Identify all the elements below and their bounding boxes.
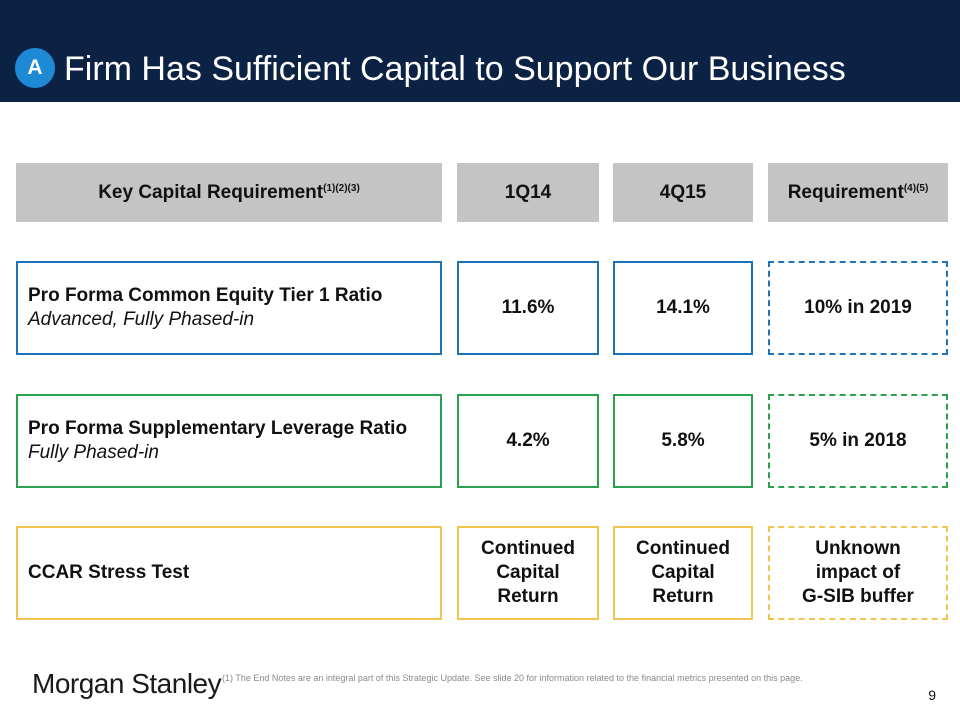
row-slr-target-value: 5% in 2018: [809, 430, 907, 451]
row-slr-1q14: 4.2%: [457, 394, 599, 488]
row-slr-4q15: 5.8%: [613, 394, 753, 488]
row-ccar-1q14: Continued Capital Return: [457, 526, 599, 620]
row-ccar-4q15: Continued Capital Return: [613, 526, 753, 620]
row-slr-name: Pro Forma Supplementary Leverage Ratio: [28, 418, 408, 439]
row-cet1-1q14: 11.6%: [457, 261, 599, 355]
row-cet1-4q15: 14.1%: [613, 261, 753, 355]
row-ccar-4q15-line: Continued: [636, 538, 730, 559]
column-header-4q15-label: 4Q15: [659, 181, 707, 203]
row-ccar-1q14-line: Return: [497, 586, 559, 607]
title-banner: A Firm Has Sufficient Capital to Support…: [0, 0, 960, 102]
column-header-1q14-label: 1Q14: [504, 181, 552, 203]
column-header-requirement-note: (1)(2)(3): [323, 183, 360, 194]
footnote: (1) The End Notes are an integral part o…: [222, 673, 803, 683]
row-slr-4q15-value: 5.8%: [661, 430, 705, 451]
row-cet1-name: Pro Forma Common Equity Tier 1 Ratio: [28, 285, 383, 306]
page-title: Firm Has Sufficient Capital to Support O…: [64, 50, 846, 88]
row-cet1-detail: Advanced, Fully Phased-in: [28, 309, 255, 330]
column-header-target-note: (4)(5): [903, 183, 929, 194]
row-ccar-target-line: Unknown: [815, 538, 901, 559]
row-cet1-target-value: 10% in 2019: [804, 297, 912, 318]
column-header-requirement-label: Key Capital Requirement: [98, 181, 324, 203]
row-ccar-4q15-line: Capital: [651, 562, 715, 583]
row-ccar-4q15-line: Return: [652, 586, 714, 607]
row-slr-label: Pro Forma Supplementary Leverage Ratio F…: [16, 394, 442, 488]
row-slr-target: 5% in 2018: [768, 394, 948, 488]
row-cet1-label: Pro Forma Common Equity Tier 1 Ratio Adv…: [16, 261, 442, 355]
row-ccar-1q14-line: Capital: [496, 562, 560, 583]
row-slr-1q14-value: 4.2%: [506, 430, 550, 451]
column-header-target-label: Requirement: [787, 181, 904, 203]
row-ccar-name: CCAR Stress Test: [28, 562, 190, 583]
row-cet1-1q14-value: 11.6%: [501, 297, 555, 318]
column-header-target: Requirement (4)(5): [768, 163, 948, 222]
column-header-1q14: 1Q14: [457, 163, 599, 222]
page-number: 9: [928, 687, 936, 703]
company-logo: Morgan Stanley: [32, 668, 222, 699]
row-ccar-label: CCAR Stress Test: [16, 526, 442, 620]
row-cet1-4q15-value: 14.1%: [656, 297, 710, 318]
row-ccar-target-line: impact of: [815, 562, 901, 583]
column-header-requirement: Key Capital Requirement (1)(2)(3): [16, 163, 442, 222]
row-cet1-target: 10% in 2019: [768, 261, 948, 355]
section-badge: A: [15, 48, 55, 88]
row-ccar-1q14-line: Continued: [481, 538, 575, 559]
row-ccar-target: Unknown impact of G-SIB buffer: [768, 526, 948, 620]
row-slr-detail: Fully Phased-in: [28, 442, 159, 463]
row-ccar-target-line: G-SIB buffer: [802, 586, 914, 607]
column-header-4q15: 4Q15: [613, 163, 753, 222]
